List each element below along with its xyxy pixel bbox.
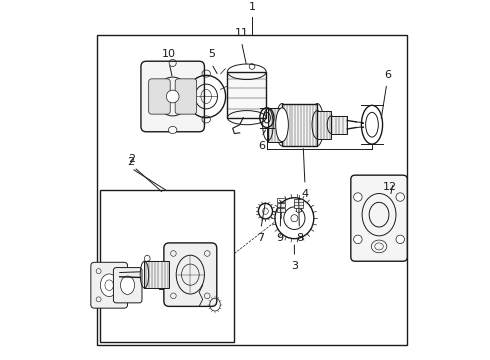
Bar [97,35,407,345]
Ellipse shape [396,235,404,244]
Bar [277,203,285,207]
FancyBboxPatch shape [141,61,204,132]
Bar [282,104,318,146]
Bar [159,278,166,289]
Text: 8: 8 [296,233,303,243]
FancyBboxPatch shape [175,79,196,114]
Bar [277,208,285,212]
Bar [318,111,331,139]
Ellipse shape [166,90,179,103]
Ellipse shape [169,126,177,134]
Bar [227,72,266,118]
FancyBboxPatch shape [113,267,142,303]
Text: 6: 6 [384,69,392,80]
Text: 6: 6 [258,141,265,151]
FancyBboxPatch shape [91,262,127,308]
Text: 1: 1 [248,2,256,12]
Text: 11: 11 [235,28,248,37]
Ellipse shape [121,276,135,294]
Text: 3: 3 [291,261,298,271]
Bar [277,198,285,202]
Text: 12: 12 [383,182,397,192]
Ellipse shape [396,193,404,201]
Bar [268,108,282,141]
Text: 2: 2 [128,153,135,163]
Bar [145,261,169,288]
Ellipse shape [354,193,362,201]
Text: 9: 9 [277,233,284,243]
Text: 5: 5 [208,49,215,59]
FancyBboxPatch shape [351,175,407,261]
Bar [100,190,234,342]
Text: 7: 7 [257,233,265,243]
Ellipse shape [354,235,362,244]
Bar [294,199,303,208]
FancyBboxPatch shape [164,243,217,306]
FancyBboxPatch shape [148,79,170,114]
Ellipse shape [276,108,289,141]
Ellipse shape [100,274,118,297]
Text: 2: 2 [127,157,134,167]
Bar [331,116,347,134]
Text: 4: 4 [301,189,309,199]
Text: 10: 10 [162,49,176,59]
Ellipse shape [291,215,298,222]
